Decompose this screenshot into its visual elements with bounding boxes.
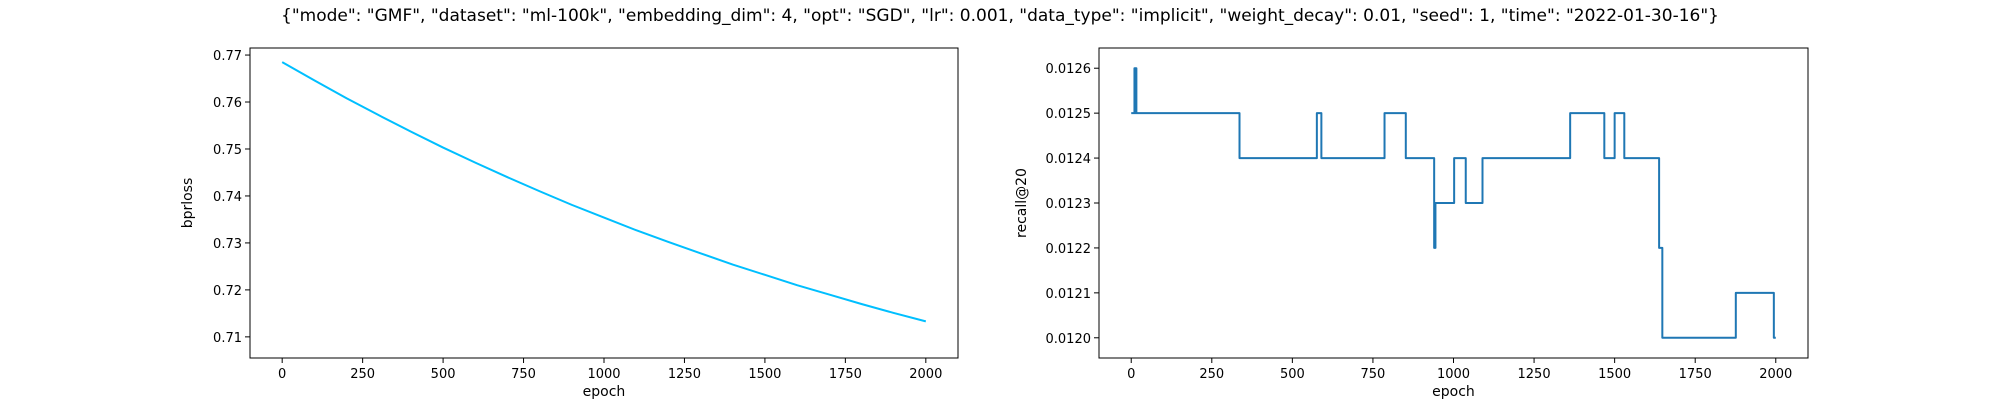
y-axis-label: recall@20 bbox=[1014, 168, 1030, 238]
y-tick-label: 0.0121 bbox=[1046, 287, 1092, 302]
y-tick-label: 0.71 bbox=[213, 331, 242, 346]
x-tick-label: 250 bbox=[1199, 367, 1224, 382]
x-tick-label: 1000 bbox=[587, 367, 620, 382]
x-tick-label: 250 bbox=[350, 367, 375, 382]
x-tick-label: 0 bbox=[1127, 367, 1135, 382]
y-tick-label: 0.0120 bbox=[1046, 332, 1092, 347]
x-tick-label: 750 bbox=[1361, 367, 1386, 382]
y-tick-label: 0.72 bbox=[213, 284, 242, 299]
x-tick-label: 2000 bbox=[909, 367, 942, 382]
series-line-1 bbox=[281, 61, 927, 323]
chart-2: 0 250 500 750 1000 1250 1500 1750 2000 0.0120 0.01… bbox=[1014, 47, 1809, 400]
y-tick-label: 0.76 bbox=[213, 96, 242, 111]
y-tick-label: 0.0125 bbox=[1046, 107, 1092, 122]
x-tick-label: 1750 bbox=[829, 367, 862, 382]
x-tick-label: 750 bbox=[511, 367, 536, 382]
x-tick-label: 1000 bbox=[1437, 367, 1470, 382]
chart-1: 0 250 500 750 1000 1250 1500 1750 2000 0.71 0.72 0.… bbox=[180, 47, 959, 400]
x-tick-label: 1250 bbox=[668, 367, 701, 382]
x-tick-label: 500 bbox=[1280, 367, 1305, 382]
x-tick-label: 1750 bbox=[1679, 367, 1712, 382]
x-tick-label: 2000 bbox=[1759, 367, 1792, 382]
series-line-1 bbox=[1131, 67, 1776, 339]
x-tick-label: 1250 bbox=[1518, 367, 1551, 382]
y-tick-label: 0.0123 bbox=[1046, 197, 1092, 212]
y-tick-label: 0.77 bbox=[213, 49, 242, 64]
figure-title: {"mode": "GMF", "dataset": "ml-100k", "e… bbox=[281, 6, 1719, 26]
y-tick-label: 0.0126 bbox=[1046, 62, 1092, 77]
y-tick-label: 0.0122 bbox=[1046, 242, 1092, 257]
y-tick-label: 0.75 bbox=[213, 143, 242, 158]
y-tick-label: 0.0124 bbox=[1046, 152, 1092, 167]
x-axis-label: epoch bbox=[583, 384, 626, 400]
x-tick-label: 0 bbox=[278, 367, 286, 382]
x-axis-label: epoch bbox=[1432, 384, 1475, 400]
y-tick-label: 0.74 bbox=[213, 190, 242, 205]
x-tick-label: 1500 bbox=[1598, 367, 1631, 382]
x-tick-label: 500 bbox=[431, 367, 456, 382]
x-tick-label: 1500 bbox=[748, 367, 781, 382]
y-tick-label: 0.73 bbox=[213, 237, 242, 252]
y-axis-label: bprloss bbox=[180, 178, 196, 229]
